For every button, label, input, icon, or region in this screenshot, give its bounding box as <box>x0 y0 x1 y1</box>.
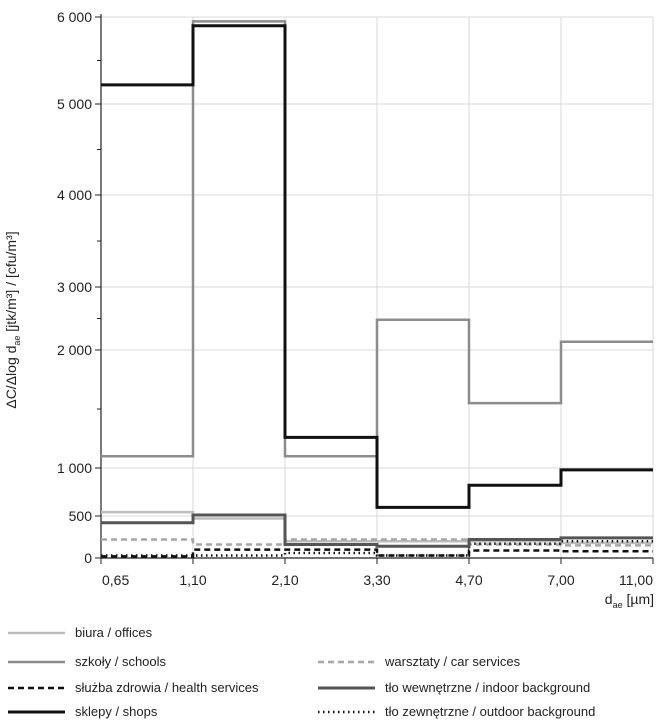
legend: biura / offices szkoły / schools służba zd… <box>8 625 595 719</box>
y-tick-label: 0 <box>84 550 92 566</box>
series-line <box>101 539 653 557</box>
legend-label: służba zdrowia / health services <box>75 680 259 695</box>
legend-label: tło zewnętrzne / outdoor background <box>385 704 595 719</box>
legend-label: szkoły / schools <box>75 654 167 669</box>
y-axis-label-sub: ae <box>12 336 22 346</box>
x-ticks: 0,65 1,10 2,10 3,30 4,70 7,00 11,00 <box>100 558 654 588</box>
series-line <box>101 20 653 458</box>
y-tick-label: 3 000 <box>57 279 92 295</box>
x-axis-label-rest: [µm] <box>623 591 654 607</box>
legend-label: warsztaty / car services <box>384 654 521 669</box>
y-axis-label: ΔC/Δlog dae [jtk/m³] / [cfu/m³] <box>3 231 22 408</box>
y-tick-label: 6 000 <box>57 9 92 25</box>
x-axis-label-sub: ae <box>613 600 623 610</box>
y-tick-label: 5 000 <box>57 96 92 112</box>
legend-label: tło wewnętrzne / indoor background <box>385 680 590 695</box>
x-tick-label: 2,10 <box>271 572 298 588</box>
x-axis-label: dae [µm] <box>605 591 654 610</box>
x-tick-label: 3,30 <box>363 572 390 588</box>
y-axis-label-rest: [jtk/m³] / [cfu/m³] <box>3 231 19 335</box>
y-tick-label: 4 000 <box>57 187 92 203</box>
x-tick-label: 4,70 <box>455 572 482 588</box>
legend-label: sklepy / shops <box>75 704 158 719</box>
x-axis-label-main: d <box>605 591 613 607</box>
x-tick-label: 1,10 <box>179 572 206 588</box>
series-line <box>101 513 653 548</box>
x-tick-label: 0,65 <box>102 572 129 588</box>
y-tick-label: 1 000 <box>57 460 92 476</box>
x-tick-label: 7,00 <box>547 572 574 588</box>
y-axis-label-main: ΔC/Δlog d <box>3 346 19 409</box>
x-tick-label: 11,00 <box>619 572 653 588</box>
y-tick-label: 2 000 <box>57 342 92 358</box>
y-ticks: 0 500 1 000 2 000 3 000 4 000 5 000 6 000 <box>57 9 101 566</box>
y-tick-label: 500 <box>69 508 93 524</box>
series-line <box>101 538 653 547</box>
series-line <box>101 24 653 509</box>
legend-label: biura / offices <box>75 625 153 640</box>
series <box>101 20 653 558</box>
